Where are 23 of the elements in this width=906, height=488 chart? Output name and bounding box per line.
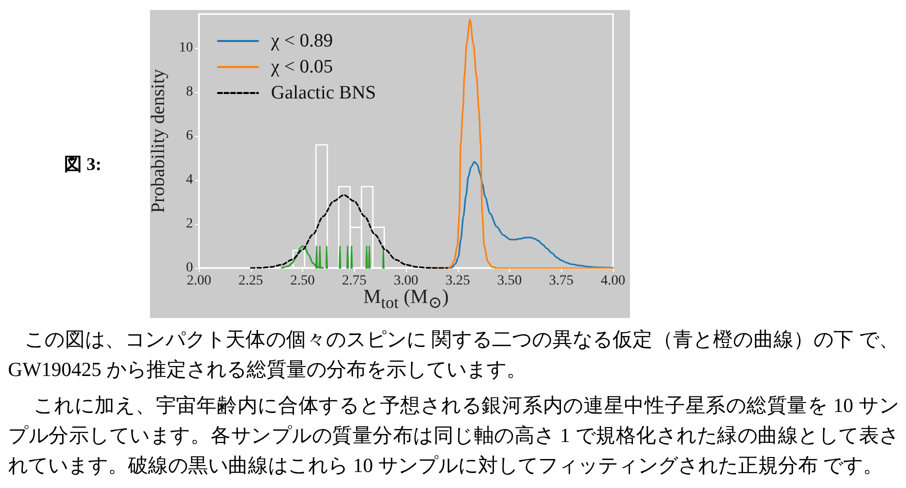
x-tick-label: 2.75 (342, 274, 366, 288)
y-tick-label: 10 (179, 40, 193, 56)
x-tick-label: 3.25 (446, 274, 470, 288)
text: これに加え、宇宙年齢内に合体すると予想される銀河系内の連星中性子星系の総質量を 10 サンプル分示しています。各サンプルの質量分布は同じ軸の高さ 1 で規格化された緑の曲線として表されています。破線の黒い曲線はこれら 10 サンプルに対してフィッティングされた正規分布 です。 (8, 394, 899, 479)
x-tick-label: 2.00 (186, 274, 212, 288)
x-tick-label: 2.25 (238, 274, 263, 288)
x-axis-title: M$_{tot}$ (M$_{⊙}$) (363, 286, 449, 312)
x-tick-label: 3.00 (394, 274, 418, 288)
x-tick-label: 2.50 (290, 274, 315, 288)
y-tick-label: 2 (186, 216, 193, 232)
y-tick-label: 6 (186, 128, 193, 144)
legend-label: χ < 0.89 (270, 30, 333, 52)
y-axis-title: Probability density (148, 68, 170, 214)
y-tick-label: 8 (186, 84, 193, 100)
y-tick-label: 0 (186, 260, 193, 276)
x-tick-label: 3.75 (549, 274, 574, 288)
legend-label: Galactic BNS (271, 82, 376, 104)
x-tick-label: 3.50 (497, 274, 522, 288)
x-tick-label: 4.00 (600, 274, 626, 288)
y-tick-label: 4 (186, 172, 193, 188)
text: 図 3: (64, 153, 102, 176)
text: この図は、コンパクト天体の個々のスピンに 関する二つの異なる仮定（青と橙の曲線）の下 で、GW190425 から推定される総質量の分布を示しています。 (8, 328, 899, 383)
legend-label: χ < 0.05 (270, 56, 333, 78)
